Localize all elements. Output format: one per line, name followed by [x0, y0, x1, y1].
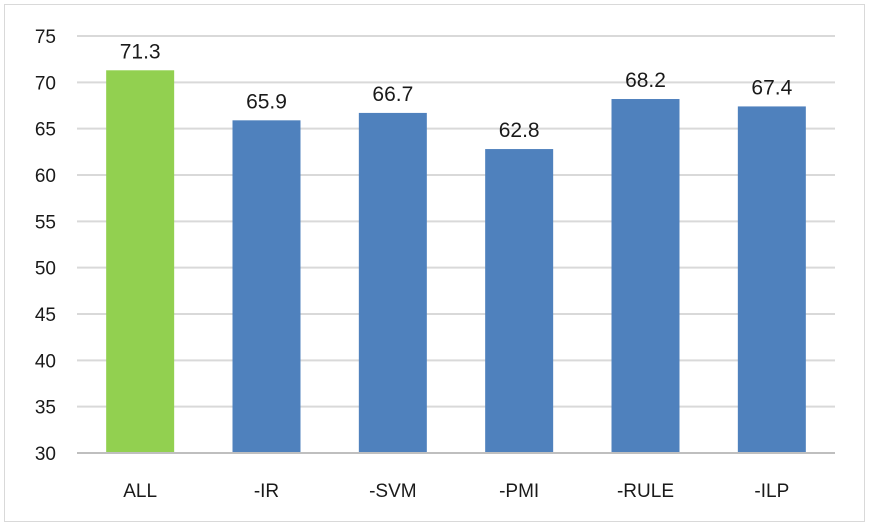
x-tick-label: -IR: [254, 481, 279, 502]
y-tick-label: 75: [35, 27, 56, 48]
y-tick-label: 60: [35, 166, 56, 187]
x-tick-label: -SVM: [369, 481, 417, 502]
y-tick-label: 35: [35, 398, 56, 419]
y-tick-label: 45: [35, 305, 56, 326]
data-label: 71.3: [120, 40, 161, 63]
data-label: 66.7: [372, 83, 413, 106]
bar-svm: [358, 112, 427, 453]
data-label: 62.8: [499, 119, 540, 142]
x-tick-label: -ILP: [754, 481, 789, 502]
y-tick-label: 40: [35, 351, 56, 372]
data-label: 67.4: [751, 76, 792, 99]
y-tick-label: 30: [35, 444, 56, 465]
bar-ilp: [737, 106, 806, 453]
data-label: 68.2: [625, 69, 666, 92]
x-tick-label: -PMI: [499, 481, 539, 502]
bar-rule: [611, 99, 680, 453]
bar-pmi: [485, 149, 554, 453]
data-label: 65.9: [246, 90, 287, 113]
y-tick-label: 65: [35, 120, 56, 141]
x-tick-label: ALL: [123, 481, 157, 502]
y-tick-label: 70: [35, 73, 56, 94]
x-tick-label: -RULE: [617, 481, 674, 502]
bar-ir: [232, 120, 301, 454]
bar-all: [106, 70, 175, 453]
y-tick-label: 55: [35, 212, 56, 233]
y-tick-label: 50: [35, 259, 56, 280]
